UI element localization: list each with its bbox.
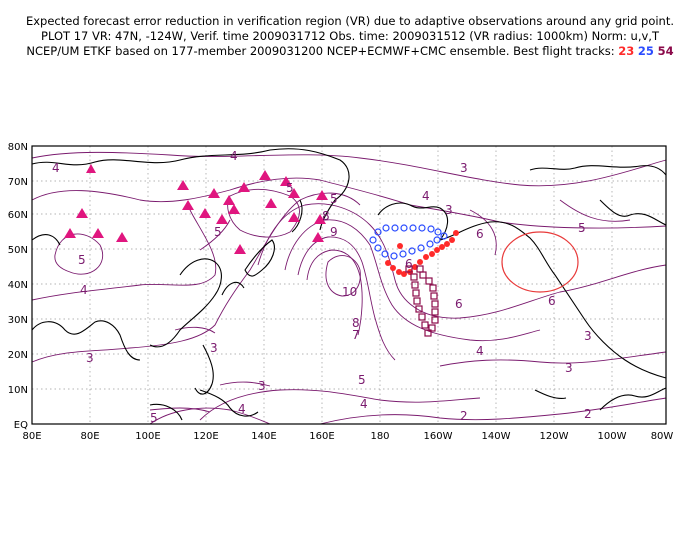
plot-header: Expected forecast error reduction in ver… <box>0 14 700 59</box>
contour-label: 4 <box>476 344 484 358</box>
contour-label: 4 <box>422 189 430 203</box>
contour-label: 4 <box>52 161 60 175</box>
header-line-2: PLOT 17 VR: 47N, -124W, Verif. time 2009… <box>41 29 659 43</box>
observation-triangles <box>64 164 328 254</box>
contour-label: 3 <box>565 361 573 375</box>
header-line-3-text: NCEP/UM ETKF based on 177-member 2009031… <box>26 44 615 58</box>
lon-label: 120E <box>193 431 218 442</box>
flight-track-25 <box>369 224 448 260</box>
contour-label: 5 <box>150 411 158 425</box>
error-reduction-contours <box>31 151 667 425</box>
contour-label: 5 <box>214 225 222 239</box>
lon-label: 140W <box>482 431 511 442</box>
lon-label: 80E <box>80 431 99 442</box>
track-id-25: 25 <box>637 44 654 58</box>
contour-label: 6 <box>476 227 484 241</box>
header-line-3: NCEP/UM ETKF based on 177-member 2009031… <box>0 44 700 59</box>
lon-label: 100E <box>135 431 160 442</box>
lat-label: 20N <box>8 350 28 361</box>
lon-label: 100W <box>598 431 627 442</box>
contour-label: 8 <box>352 316 360 330</box>
contour-label: 2 <box>460 409 468 423</box>
lat-label: 40N <box>8 280 28 291</box>
contour-label: 4 <box>80 283 88 297</box>
lon-label: 80W <box>651 431 674 442</box>
track-id-54: 54 <box>657 44 674 58</box>
contour-label: 4 <box>360 397 368 411</box>
contour-label: 10 <box>342 285 357 299</box>
lat-label: 30N <box>8 315 28 326</box>
lat-label: 70N <box>8 177 28 188</box>
contour-label: 5 <box>286 181 294 195</box>
map-frame <box>31 145 667 425</box>
contour-labels: 4 4 3 5 5 5 4 6 3 6 5 5 8 9 10 8 7 6 6 5… <box>52 149 592 425</box>
contour-label: 9 <box>330 225 338 239</box>
coastlines <box>31 148 667 421</box>
contour-label: 2 <box>584 407 592 421</box>
lat-label: 50N <box>8 245 28 256</box>
contour-label: 8 <box>322 209 330 223</box>
contour-label: 3 <box>210 341 218 355</box>
contour-label: 5 <box>578 221 586 235</box>
contour-label: 6 <box>455 297 463 311</box>
contour-label: 5 <box>330 192 338 206</box>
contour-label: 3 <box>258 379 266 393</box>
contour-label: 6 <box>405 257 413 271</box>
lon-label: 140E <box>251 431 276 442</box>
lon-label: 120W <box>540 431 569 442</box>
longitude-labels: 80E 80E 100E 120E 140E 160E 180 160W 140… <box>22 431 673 442</box>
contour-label: 7 <box>352 328 360 342</box>
lat-label: 80N <box>8 142 28 153</box>
lat-label: 60N <box>8 210 28 221</box>
contour-label: 4 <box>230 149 238 163</box>
contour-label: 5 <box>78 253 86 267</box>
contour-label: 3 <box>584 329 592 343</box>
track-id-23: 23 <box>618 44 635 58</box>
lon-label: 80E <box>22 431 41 442</box>
lon-label: 160W <box>424 431 453 442</box>
contour-label: 3 <box>445 203 453 217</box>
contour-label: 5 <box>358 373 366 387</box>
contour-label: 6 <box>548 294 556 308</box>
header-line-1: Expected forecast error reduction in ver… <box>25 14 675 28</box>
lat-label: EQ <box>14 420 28 431</box>
lat-label: 10N <box>8 385 28 396</box>
verification-region-circle <box>501 231 579 293</box>
contour-label: 3 <box>460 161 468 175</box>
latitude-labels: 80N 70N 60N 50N 40N 30N 20N 10N EQ <box>8 142 28 431</box>
contour-label: 4 <box>238 402 246 416</box>
flight-track-54 <box>405 265 439 337</box>
contour-label: 3 <box>86 351 94 365</box>
lon-label: 160E <box>309 431 334 442</box>
lon-label: 180 <box>370 431 389 442</box>
